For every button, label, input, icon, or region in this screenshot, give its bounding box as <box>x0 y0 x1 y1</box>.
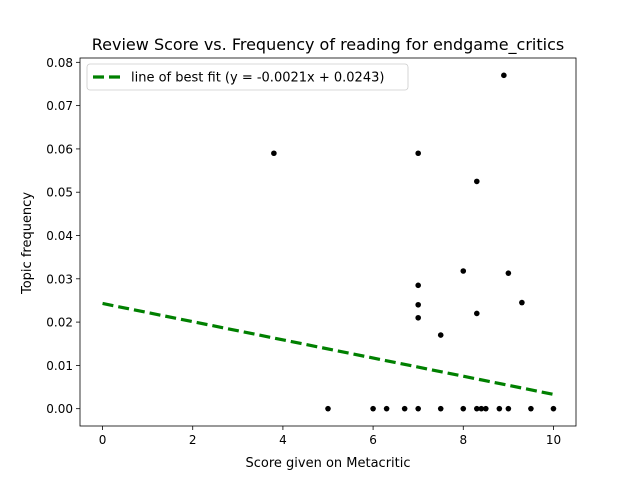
data-point <box>474 310 480 317</box>
data-point <box>474 178 480 185</box>
x-axis-label: Score given on Metacritic <box>245 456 410 471</box>
data-point <box>550 405 557 412</box>
y-tick-label: 0.07 <box>46 99 73 113</box>
x-tick-label: 6 <box>369 433 377 447</box>
y-tick-label: 0.03 <box>46 272 73 286</box>
data-point <box>505 405 512 412</box>
x-tick-label: 8 <box>459 433 467 447</box>
data-point <box>460 405 467 412</box>
y-axis-label: Topic frequency <box>20 192 35 295</box>
x-tick-label: 10 <box>546 433 561 447</box>
data-point <box>271 150 277 157</box>
data-point <box>460 268 467 274</box>
y-tick-label: 0.04 <box>46 229 73 243</box>
data-point <box>528 405 534 412</box>
x-tick-label: 4 <box>279 433 287 447</box>
data-point <box>415 301 421 308</box>
plot-area: 0 2 4 6 8 10 0.00 0.01 0.02 0.03 0.04 0.05 0.06 0.07 0… <box>46 56 577 447</box>
data-point <box>415 314 421 321</box>
data-point <box>370 405 376 412</box>
x-tick-label: 0 <box>99 433 107 447</box>
data-point <box>501 72 507 79</box>
best-fit-line <box>102 301 554 396</box>
legend-label: line of best fit (y = -0.0021x + 0.0243) <box>131 71 384 86</box>
y-tick-label: 0.05 <box>46 186 73 200</box>
data-point <box>401 405 408 412</box>
data-point <box>505 270 512 276</box>
axes-frame <box>79 57 577 427</box>
data-point <box>415 405 421 412</box>
data-point <box>474 405 480 412</box>
data-point <box>483 405 489 412</box>
x-tick-label: 2 <box>189 433 197 447</box>
data-point <box>437 405 444 412</box>
data-point <box>415 150 421 157</box>
data-point <box>478 405 485 412</box>
legend-box <box>86 63 409 91</box>
y-tick-label: 0.00 <box>46 402 73 416</box>
y-tick-label: 0.01 <box>46 359 73 373</box>
y-tick-label: 0.02 <box>46 316 73 330</box>
data-point <box>415 282 421 289</box>
chart-title: Review Score vs. Frequency of reading fo… <box>92 35 564 55</box>
data-point <box>437 332 444 338</box>
data-point <box>383 405 390 412</box>
data-point <box>325 405 331 412</box>
data-point <box>519 299 525 306</box>
y-tick-label: 0.08 <box>46 56 73 70</box>
y-tick-label: 0.06 <box>46 142 73 156</box>
data-point <box>496 405 503 412</box>
